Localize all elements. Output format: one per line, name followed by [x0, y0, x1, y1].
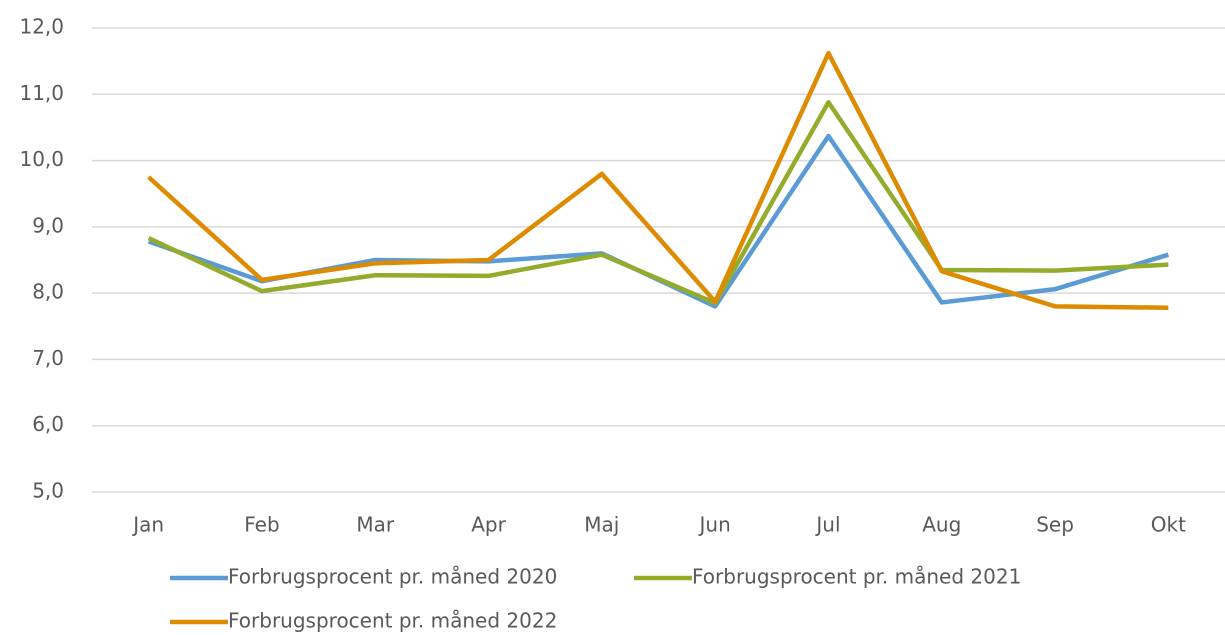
legend-label: Forbrugsprocent pr. måned 2022	[228, 609, 557, 633]
series-line	[147, 50, 1169, 310]
x-tick-label: Okt	[1151, 513, 1186, 537]
x-tick-label: Sep	[1036, 513, 1074, 537]
y-tick-label: 12,0	[19, 15, 64, 39]
x-tick-label: Feb	[244, 513, 279, 537]
y-tick-label: 7,0	[32, 346, 64, 370]
series-line	[147, 99, 1169, 306]
x-tick-label: Aug	[922, 513, 961, 537]
legend-label: Forbrugsprocent pr. måned 2020	[228, 565, 557, 589]
y-tick-label: 9,0	[32, 213, 64, 237]
x-tick-label: Apr	[471, 513, 506, 537]
x-tick-label: Jun	[698, 513, 731, 537]
y-tick-label: 6,0	[32, 412, 64, 436]
x-tick-label: Mar	[356, 513, 395, 537]
x-tick-label: Jan	[131, 513, 164, 537]
x-tick-label: Jul	[814, 513, 840, 537]
x-tick-label: Maj	[584, 513, 619, 537]
legend-label: Forbrugsprocent pr. måned 2021	[692, 565, 1021, 589]
y-tick-label: 11,0	[19, 81, 64, 105]
y-tick-label: 10,0	[19, 147, 64, 171]
y-tick-label: 8,0	[32, 280, 64, 304]
y-tick-label: 5,0	[32, 479, 64, 503]
